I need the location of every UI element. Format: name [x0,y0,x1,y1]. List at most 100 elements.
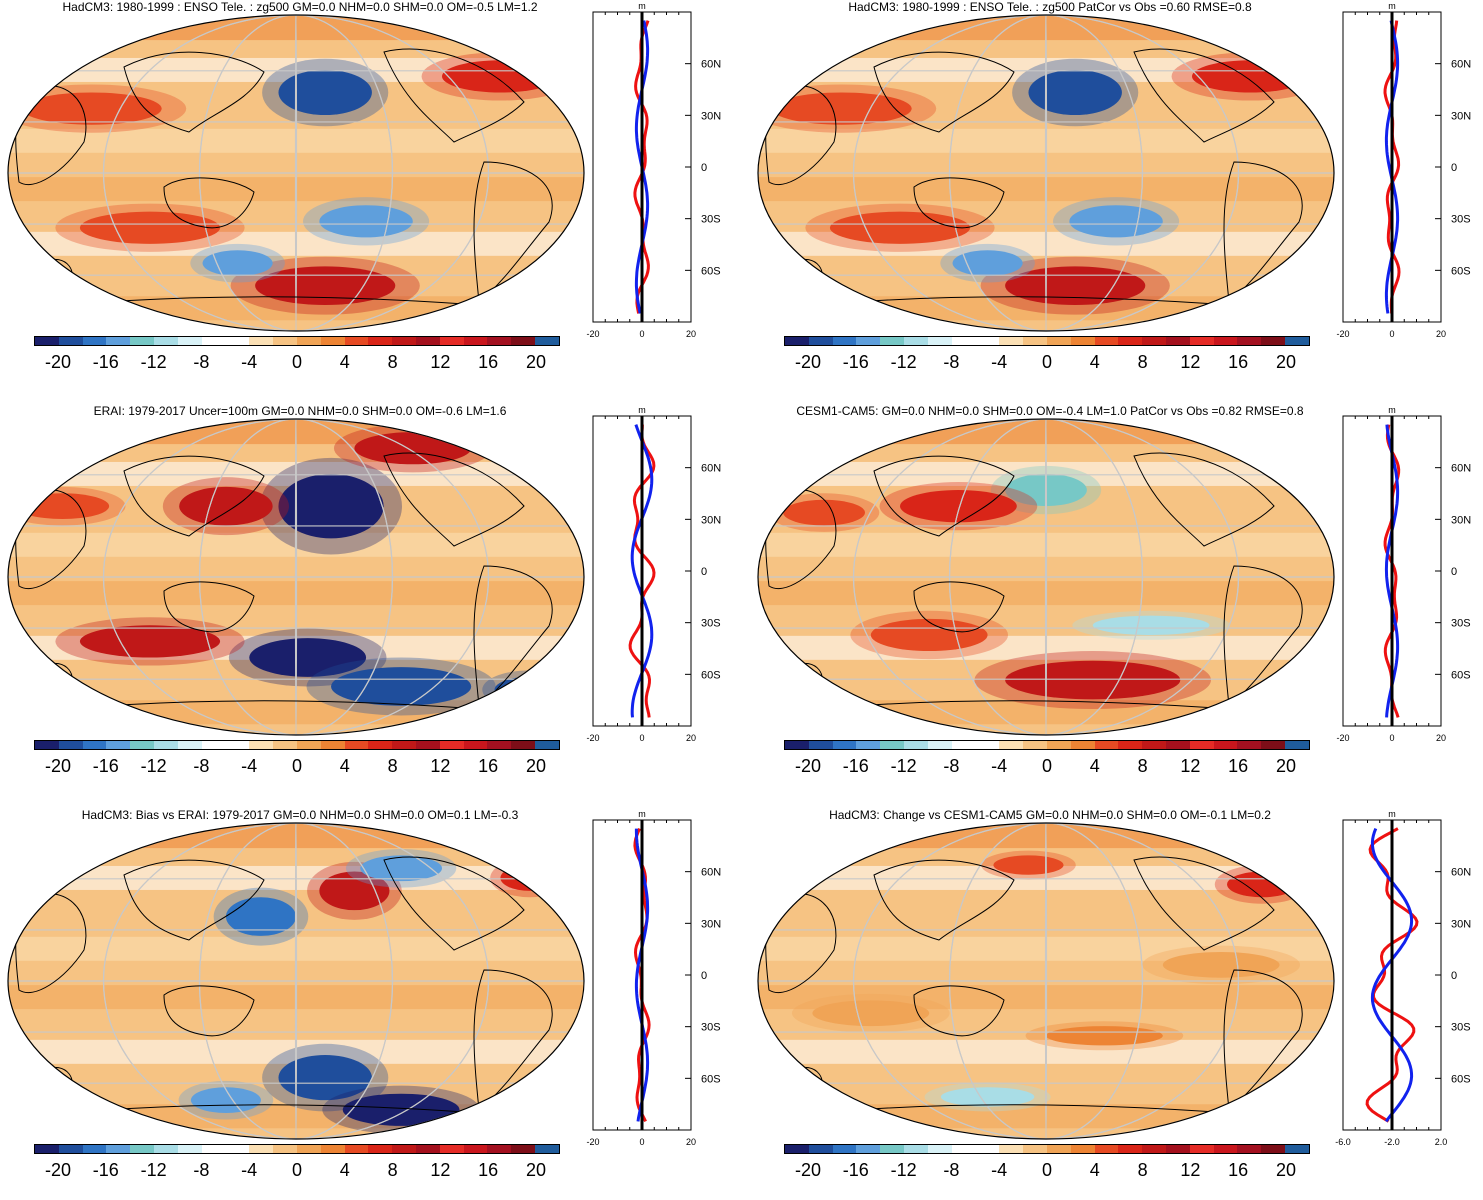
profile-y-label: 0 [701,162,707,174]
colorbar-swatch [296,337,321,345]
profile-x-label: 0 [639,733,644,743]
panel-title: HadCM3: 1980-1999 : ENSO Tele. : zg500 P… [848,0,1252,14]
zonal-mean-profile: m -20 0 20 60N 30N 0 30S 60S [1336,405,1471,743]
colorbar-tick-label: 12 [1180,1160,1201,1180]
colorbar-swatch [130,741,155,749]
colorbar-tick-label: -16 [842,1160,869,1180]
coastline [1133,48,1275,143]
profile-line-blue [1384,424,1400,718]
colorbar-swatch [880,741,905,749]
coastline [473,161,553,303]
profile-x-label: 20 [686,1137,696,1147]
longitude-line [1044,823,1048,1139]
coastline [123,51,265,133]
colorbar-swatch [1166,1145,1190,1153]
profile-x-label: 20 [686,733,696,743]
colorbar-swatch [927,1145,952,1153]
colorbar-swatch [808,741,833,749]
colorbar-swatch [58,337,83,345]
zonal-mean-profile: m -20 0 20 60N 30N 0 30S 60S [1336,1,1471,339]
colorbar-swatch [1142,1145,1166,1153]
colorbar-swatch [511,741,536,749]
colorbar [784,1144,1310,1154]
map-frame [757,418,1335,736]
coastline [123,455,265,537]
colorbar-swatch [951,741,976,749]
colorbar-swatch [975,741,1000,749]
profile-y-label: 60N [701,463,721,475]
colorbar [784,740,1310,750]
colorbar-swatch [511,337,536,345]
colorbar-swatch [1142,741,1166,749]
colorbar-swatch [344,337,369,345]
coastline [383,856,525,951]
colorbar-tick-label: 16 [478,756,499,776]
colorbar-tick-label: 0 [1041,352,1053,372]
colorbar-swatch [1023,741,1047,749]
profile-x-label: 0 [639,329,644,339]
colorbar-tick-label: -12 [890,1160,917,1180]
colorbar-tick-label: 8 [387,1160,398,1180]
profile-line-red [633,20,650,314]
colorbar-tick-label: -12 [890,756,917,776]
colorbar-swatch [154,337,178,345]
anomaly-core [179,486,273,526]
colorbar-swatch [249,337,274,345]
coastline [873,455,1015,537]
colorbar-swatch [1118,1145,1143,1153]
profile-unit: m [638,405,646,415]
colorbar-tick-label: 4 [1089,1160,1100,1180]
profile-x-label: 0 [639,1137,644,1147]
colorbar-tick-label: 12 [1180,756,1201,776]
colorbar-swatch [832,741,857,749]
profile-y-label: 60N [1451,867,1471,879]
colorbar-swatch [1285,1145,1309,1153]
colorbar-swatch [296,1145,321,1153]
longitude-line [948,823,1144,1139]
anomaly-core [342,1093,460,1126]
colorbar-swatch [320,741,345,749]
anomaly-core [21,92,162,125]
colorbar-tick-label: -12 [140,1160,167,1180]
colorbar-tick-label: 0 [291,756,303,776]
coastline [913,581,1005,633]
profile-unit: m [638,1,646,11]
colorbar-tick-label: 0 [291,1160,303,1180]
profile-y-label: 30S [701,1022,721,1034]
anomaly-core [829,211,971,244]
colorbar-swatch [785,337,809,345]
profile-y-label: 60S [701,265,721,277]
longitude-line [102,823,490,1139]
profile-x-label: -6.0 [1335,1137,1351,1147]
colorbar-tick-label: -20 [44,352,72,372]
colorbar-swatch [392,741,416,749]
anomaly-core [1069,205,1163,238]
profile-y-label: 30N [1451,110,1471,122]
colorbar-swatch [416,1145,440,1153]
profile-y-label: 0 [1451,970,1457,982]
zonal-mean-profile: m -20 0 20 60N 30N 0 30S 60S [586,405,721,743]
colorbar-swatch [439,337,464,345]
profile-y-label: 30N [701,918,721,930]
colorbar-swatch [416,741,440,749]
colorbar-swatch [904,1145,928,1153]
colorbar-swatch [904,337,928,345]
colorbar-swatch [1285,741,1309,749]
colorbar-tick-label: -16 [842,352,869,372]
panel-title: CESM1-CAM5: GM=0.0 NHM=0.0 SHM=0.0 OM=-0… [796,404,1304,418]
colorbar-tick-label: 0 [291,352,303,372]
anomaly-core [354,432,472,465]
colorbar-swatch [1213,741,1238,749]
colorbar-swatch [249,741,274,749]
colorbar-tick-label: 4 [339,756,350,776]
map [7,822,585,1140]
colorbar-tick-label: 0 [1041,1160,1053,1180]
colorbar-tick-label: 16 [1228,352,1249,372]
colorbar-swatch [106,1145,131,1153]
profile-x-label: -20 [586,1137,599,1147]
colorbar-swatch [1046,741,1071,749]
coastline [873,51,1015,133]
anomaly-core [190,1087,261,1114]
profile-line-blue [634,828,650,1122]
colorbar-tick-label: -16 [92,352,119,372]
